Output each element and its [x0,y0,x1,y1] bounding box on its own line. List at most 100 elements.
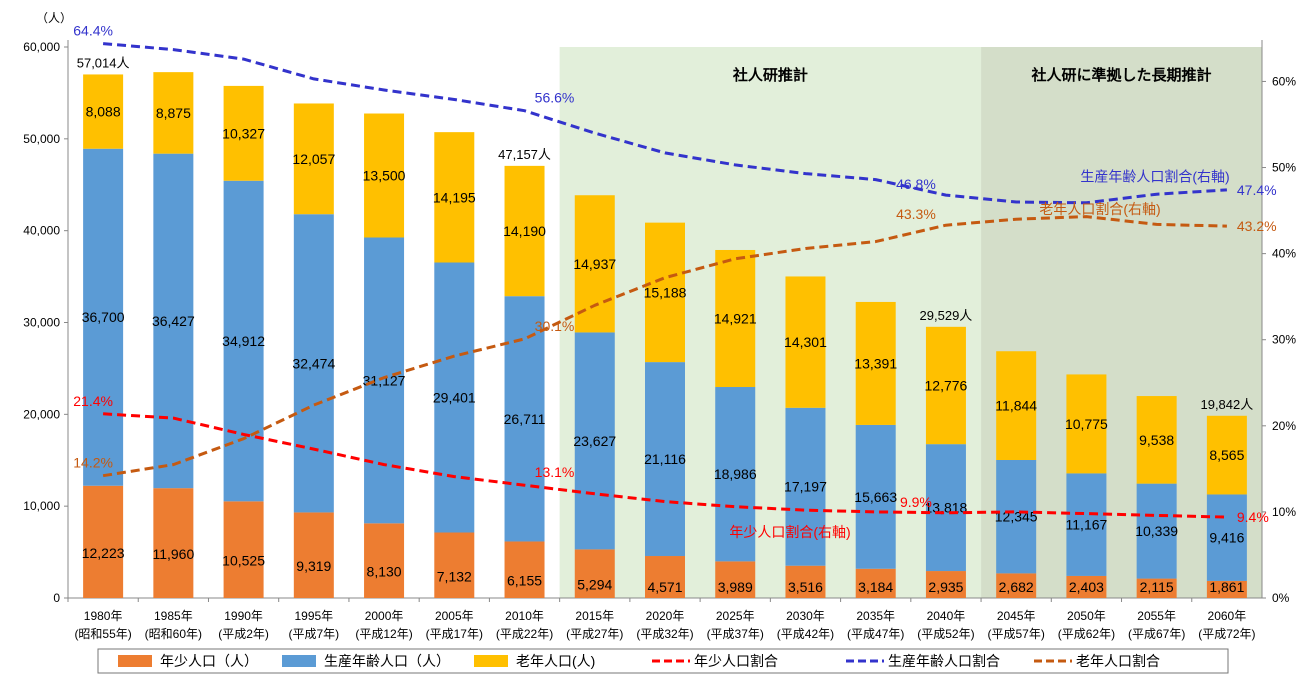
bar-s2-7 [574,195,615,333]
legend-label-1: 生産年齢人口（人） [324,653,450,669]
point-label-3: 47.4% [1237,182,1277,198]
x-tick-year-9: 2025年 [716,609,755,623]
bar-label-s1-6: 26,711 [504,411,546,427]
bar-s2-2 [223,85,264,181]
bar-s1-10 [785,407,826,566]
bar-s1-15 [1136,483,1177,579]
bar-s2-6 [504,165,545,297]
bar-label-s2-11: 13,391 [854,355,897,371]
bar-label-s0-14: 2,403 [1069,579,1104,595]
bar-label-s2-12: 12,776 [925,377,968,393]
x-tick-year-14: 2050年 [1067,609,1106,623]
bar-label-s2-1: 8,875 [156,105,191,121]
point-label-10: 43.3% [896,206,936,222]
bar-label-s0-3: 9,319 [296,558,331,574]
bar-s1-2 [223,180,264,502]
legend-swatch-0 [118,655,152,667]
bar-label-s2-7: 14,937 [573,256,616,272]
x-tick-year-3: 1995年 [294,609,333,623]
x-tick-year-8: 2020年 [646,609,685,623]
y2-tick-label-1: 10% [1272,505,1296,519]
point-label-0: 64.4% [73,23,113,39]
lines-layer [102,42,1227,519]
bar-s2-15 [1136,396,1177,484]
bar-s0-15 [1136,578,1177,598]
series-label-0: 生産年齢人口割合(右軸) [1080,168,1229,184]
bar-label-s1-11: 15,663 [854,489,897,505]
point-label-9: 30.1% [535,318,575,334]
y2-tick-label-2: 20% [1272,419,1296,433]
legend-swatch-1 [282,655,316,667]
series-label-1: 老年人口割合(右軸) [1039,201,1160,217]
legend-label-3: 年少人口割合 [694,653,778,669]
bar-label-s0-7: 5,294 [577,577,612,593]
bar-label-s2-14: 10,775 [1065,416,1108,432]
y-tick-label-6: 60,000 [23,40,60,54]
x-tick-era-15: (平成67年) [1128,627,1185,641]
point-labels-layer: 64.4% 56.6% 46.8% 47.4% 21.4% 13.1% 9.9% 9.4% 14… [73,23,1276,540]
bar-label-s0-8: 4,571 [647,579,682,595]
bar-s0-13 [996,573,1037,598]
bar-s1-0 [83,148,124,486]
x-tick-year-7: 2015年 [575,609,614,623]
x-tick-year-12: 2040年 [927,609,966,623]
x-tick-era-6: (平成22年) [496,627,553,641]
x-tick-year-13: 2045年 [997,609,1036,623]
bar-s1-6 [504,296,545,542]
x-tick-era-5: (平成17年) [426,627,483,641]
bar-s0-12 [925,571,966,598]
bar-s0-6 [504,541,545,598]
bar-label-s2-0: 8,088 [86,104,121,120]
line-series-0 [103,412,1227,519]
bar-label-s2-13: 11,844 [995,398,1037,414]
bar-label-s1-9: 18,986 [714,466,757,482]
total-label-1: 47,157人 [498,147,551,162]
bar-label-s2-4: 13,500 [363,168,406,184]
region-bg-0 [559,47,982,598]
bar-s2-13 [996,351,1037,461]
x-tick-year-2: 1990年 [224,609,263,623]
bar-label-s0-5: 7,132 [437,568,472,584]
x-tick-era-9: (平成37年) [707,627,764,641]
point-label-11: 43.2% [1237,218,1277,234]
bar-label-s0-2: 10,525 [222,553,265,569]
bar-label-s0-1: 11,960 [152,546,194,562]
bar-s1-4 [364,237,405,524]
point-label-1: 56.6% [535,90,575,106]
point-label-6: 9.9% [900,494,932,510]
y-tick-label-3: 30,000 [23,316,60,330]
bar-s2-8 [645,222,685,363]
bar-s2-14 [1066,374,1107,474]
bar-label-s1-16: 9,416 [1209,530,1244,546]
point-label-7: 9.4% [1237,509,1269,525]
x-tick-era-0: (昭和55年) [74,627,131,641]
total-label-3: 19,842人 [1200,397,1253,412]
bar-s0-4 [364,523,405,598]
x-tick-year-6: 2010年 [505,609,544,623]
y2-tick-label-0: 0% [1272,591,1290,605]
x-tick-era-14: (平成62年) [1058,627,1115,641]
bar-s1-12 [925,444,966,572]
bar-label-s0-16: 1,861 [1209,579,1244,595]
bar-label-s2-6: 14,190 [503,223,546,239]
x-tick-year-1: 1985年 [154,609,193,623]
x-tick-era-10: (平成42年) [777,627,834,641]
bar-s2-0 [83,74,124,149]
bar-label-s2-9: 14,921 [714,311,757,327]
x-tick-era-1: (昭和60年) [145,627,202,641]
legend-layer: 年少人口（人） 生産年齢人口（人） 老年人口(人) 年少人口割合 生産年齢人口割合 老年人… [97,648,1229,674]
bar-s0-14 [1066,575,1107,598]
legend-label-4: 生産年齢人口割合 [888,653,1000,669]
bar-label-s0-11: 3,184 [858,579,893,595]
bar-s2-11 [855,301,896,425]
x-tick-year-16: 2060年 [1208,609,1247,623]
bar-s1-11 [855,424,896,569]
bar-label-s1-14: 11,167 [1066,517,1108,533]
bar-s2-16 [1206,415,1247,495]
point-label-5: 13.1% [535,464,575,480]
bar-label-s2-3: 12,057 [292,151,335,167]
x-tick-era-3: (平成7年) [288,627,339,641]
bar-s0-16 [1206,580,1247,598]
bar-s2-10 [785,276,826,408]
bar-s1-5 [434,262,475,533]
